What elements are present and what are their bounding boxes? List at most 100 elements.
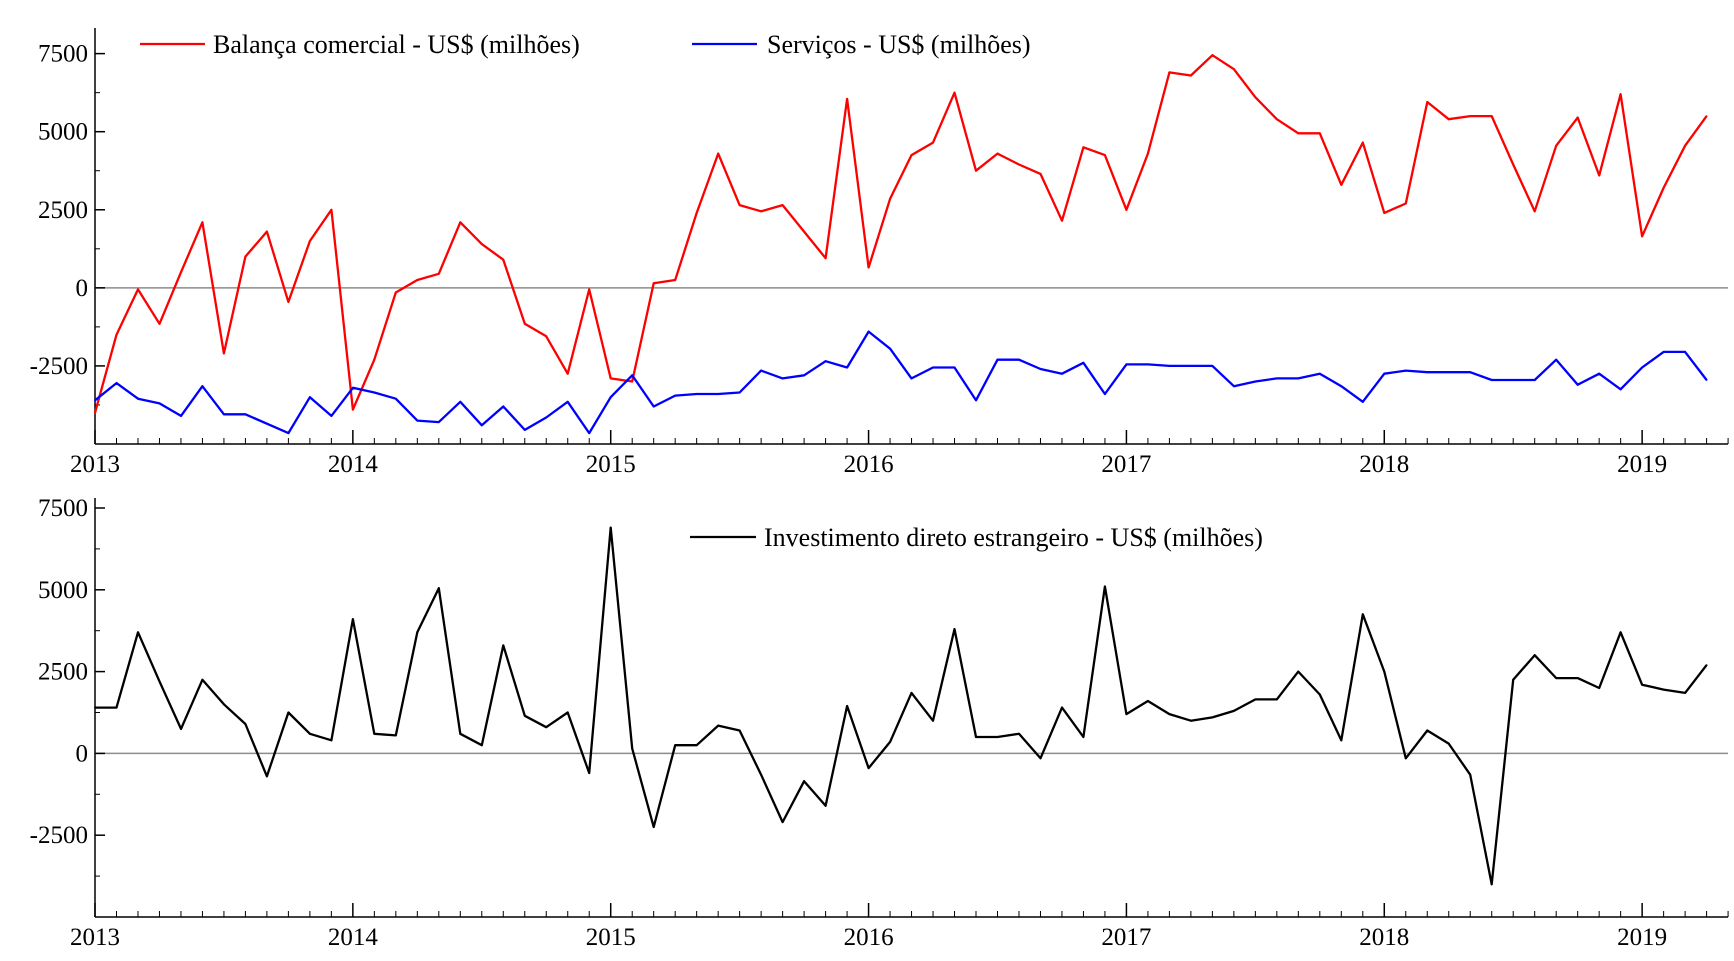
data-point-investimento-direto-estrangeiro-us-milhoes (1512, 678, 1515, 681)
data-point-servicos-us-milhoes (352, 386, 354, 389)
data-point-balanca-comercial-us-milhoes (223, 352, 225, 355)
data-point-servicos-us-milhoes (738, 391, 741, 394)
data-point-balanca-comercial-us-milhoes (394, 291, 397, 294)
data-point-balanca-comercial-us-milhoes (545, 335, 548, 338)
data-point-investimento-direto-estrangeiro-us-milhoes (803, 780, 805, 783)
data-point-balanca-comercial-us-milhoes (1576, 116, 1579, 119)
data-point-servicos-us-milhoes (1168, 365, 1171, 367)
data-point-balanca-comercial-us-milhoes (1275, 118, 1278, 121)
data-point-investimento-direto-estrangeiro-us-milhoes (1211, 716, 1214, 719)
data-point-balanca-comercial-us-milhoes (1125, 208, 1128, 211)
series-line-balanca-comercial-us-milhoes (93, 54, 1708, 414)
data-point-servicos-us-milhoes (674, 394, 677, 397)
data-point-servicos-us-milhoes (588, 432, 591, 434)
data-point-servicos-us-milhoes (1039, 368, 1042, 370)
data-point-balanca-comercial-us-milhoes (158, 322, 161, 325)
series-line-investimento-direto-estrangeiro-us-milhoes (95, 526, 1708, 886)
data-point-investimento-direto-estrangeiro-us-milhoes (180, 728, 182, 730)
data-point-balanca-comercial-us-milhoes (180, 271, 182, 274)
data-point-balanca-comercial-us-milhoes (1404, 202, 1407, 205)
data-point-investimento-direto-estrangeiro-us-milhoes (1469, 773, 1472, 776)
data-point-balanca-comercial-us-milhoes (1318, 132, 1321, 135)
data-point-servicos-us-milhoes (695, 393, 698, 395)
data-point-balanca-comercial-us-milhoes (1555, 144, 1558, 147)
data-point-balanca-comercial-us-milhoes (1018, 163, 1020, 166)
data-point-servicos-us-milhoes (1641, 366, 1643, 369)
data-point-servicos-us-milhoes (1104, 393, 1106, 395)
data-point-servicos-us-milhoes (244, 413, 247, 416)
data-point-servicos-us-milhoes (996, 358, 999, 361)
data-point-investimento-direto-estrangeiro-us-milhoes (1318, 693, 1321, 696)
data-point-investimento-direto-estrangeiro-us-milhoes (1684, 692, 1686, 694)
data-point-servicos-us-milhoes (1576, 383, 1579, 386)
data-point-servicos-us-milhoes (1684, 351, 1686, 353)
data-point-balanca-comercial-us-milhoes (975, 169, 977, 172)
data-point-investimento-direto-estrangeiro-us-milhoes (1404, 757, 1407, 760)
data-point-investimento-direto-estrangeiro-us-milhoes (266, 775, 268, 778)
data-point-servicos-us-milhoes (824, 360, 827, 363)
data-point-investimento-direto-estrangeiro-us-milhoes (1061, 706, 1063, 709)
data-point-balanca-comercial-us-milhoes (717, 152, 720, 155)
data-point-investimento-direto-estrangeiro-us-milhoes (1576, 677, 1579, 679)
series-line-servicos-us-milhoes (94, 330, 1708, 435)
data-point-investimento-direto-estrangeiro-us-milhoes (1426, 729, 1429, 732)
bottom-y-tick-label: 0 (76, 740, 89, 767)
data-point-balanca-comercial-us-milhoes (1233, 68, 1235, 71)
data-point-investimento-direto-estrangeiro-us-milhoes (1233, 710, 1235, 712)
data-point-balanca-comercial-us-milhoes (1598, 174, 1601, 177)
data-point-servicos-us-milhoes (1619, 388, 1622, 391)
data-point-balanca-comercial-us-milhoes (889, 197, 891, 200)
data-point-balanca-comercial-us-milhoes (1426, 101, 1429, 103)
data-point-investimento-direto-estrangeiro-us-milhoes (287, 711, 290, 714)
data-point-servicos-us-milhoes (975, 399, 977, 402)
data-point-servicos-us-milhoes (115, 382, 118, 384)
data-point-servicos-us-milhoes (1190, 365, 1192, 367)
data-point-balanca-comercial-us-milhoes (480, 243, 483, 246)
data-point-servicos-us-milhoes (803, 374, 805, 377)
data-point-servicos-us-milhoes (1211, 365, 1214, 367)
data-point-investimento-direto-estrangeiro-us-milhoes (631, 747, 634, 750)
data-point-balanca-comercial-us-milhoes (932, 141, 934, 144)
top-y-tick-label: 5000 (38, 119, 88, 146)
data-point-investimento-direto-estrangeiro-us-milhoes (566, 711, 569, 714)
bottom-x-tick-label: 2015 (586, 924, 636, 951)
data-point-servicos-us-milhoes (1662, 351, 1665, 353)
top-x-tick-label: 2016 (844, 451, 894, 478)
top-y-tick-label: 7500 (38, 41, 88, 68)
data-point-investimento-direto-estrangeiro-us-milhoes (502, 644, 505, 647)
data-point-investimento-direto-estrangeiro-us-milhoes (480, 744, 483, 747)
data-point-balanca-comercial-us-milhoes (416, 279, 419, 281)
data-point-investimento-direto-estrangeiro-us-milhoes (459, 732, 462, 735)
top-x-tick-label: 2015 (586, 451, 636, 478)
data-point-balanca-comercial-us-milhoes (1147, 152, 1149, 155)
data-point-servicos-us-milhoes (1447, 371, 1450, 374)
data-point-investimento-direto-estrangeiro-us-milhoes (437, 587, 440, 590)
data-point-investimento-direto-estrangeiro-us-milhoes (1254, 698, 1257, 701)
data-point-balanca-comercial-us-milhoes (137, 288, 139, 291)
data-point-balanca-comercial-us-milhoes (760, 210, 762, 213)
data-point-investimento-direto-estrangeiro-us-milhoes (1082, 736, 1085, 738)
data-point-investimento-direto-estrangeiro-us-milhoes (996, 736, 999, 738)
top-y-tick-label: -2500 (30, 353, 88, 380)
data-point-servicos-us-milhoes (631, 374, 634, 377)
data-point-balanca-comercial-us-milhoes (1104, 154, 1106, 157)
bottom-y-tick-label: 2500 (38, 659, 88, 686)
data-point-investimento-direto-estrangeiro-us-milhoes (674, 744, 677, 747)
data-point-servicos-us-milhoes (1512, 379, 1515, 381)
data-point-investimento-direto-estrangeiro-us-milhoes (1190, 719, 1192, 722)
data-point-balanca-comercial-us-milhoes (1039, 173, 1042, 175)
data-point-servicos-us-milhoes (201, 385, 204, 388)
data-point-servicos-us-milhoes (1383, 372, 1386, 375)
bottom-y-tick-label: 7500 (38, 495, 88, 522)
data-point-investimento-direto-estrangeiro-us-milhoes (1619, 631, 1622, 634)
legend-label-investimento-direto-estrangeiro-us-milhoes: Investimento direto estrangeiro - US$ (m… (764, 523, 1263, 552)
data-point-servicos-us-milhoes (1018, 358, 1020, 361)
data-point-balanca-comercial-us-milhoes (1469, 115, 1472, 117)
data-point-servicos-us-milhoes (910, 377, 913, 380)
data-point-balanca-comercial-us-milhoes (996, 152, 999, 155)
data-point-investimento-direto-estrangeiro-us-milhoes (352, 618, 354, 621)
data-point-investimento-direto-estrangeiro-us-milhoes (1125, 713, 1128, 715)
data-point-servicos-us-milhoes (1361, 400, 1364, 403)
data-point-balanca-comercial-us-milhoes (803, 230, 805, 233)
data-point-servicos-us-milhoes (1598, 372, 1601, 375)
